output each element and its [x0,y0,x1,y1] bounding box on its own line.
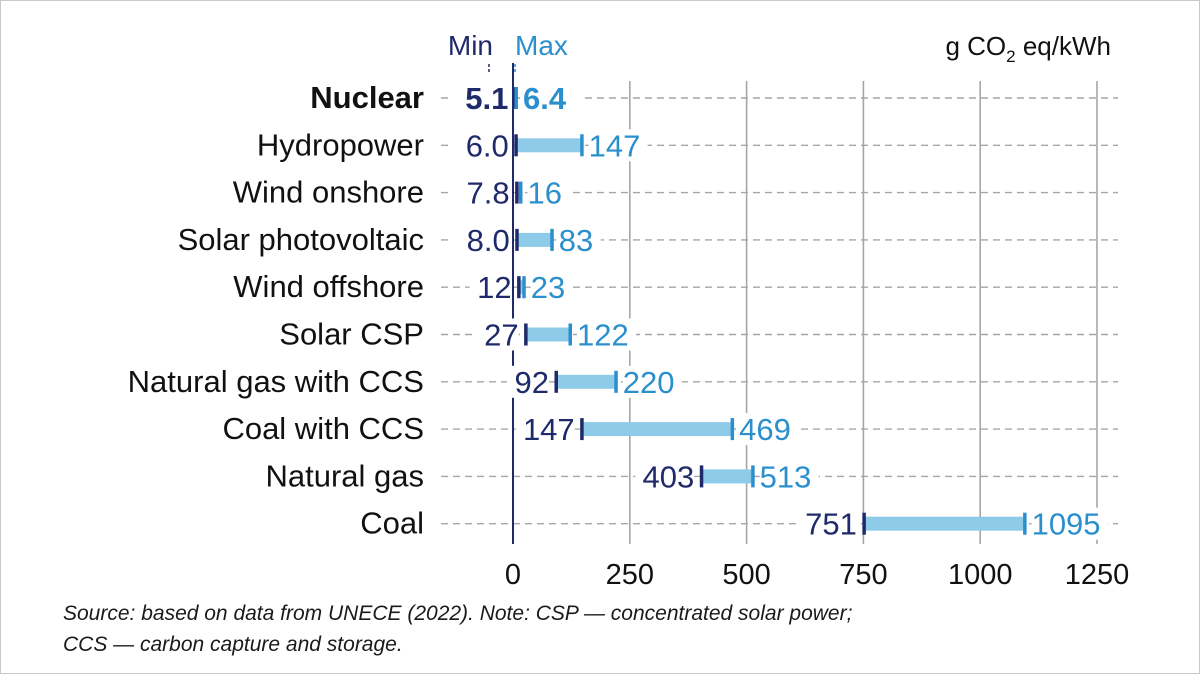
max-label-bg [558,223,601,256]
emissions-range-chart: 0 250 500 750 1000 1250 Nuclear 5.1 6.4 Hydropowe… [128,30,1130,591]
min-value-label: 403 [643,459,695,494]
max-value-label: 220 [623,365,675,400]
min-marker [580,418,584,441]
max-marker [1023,512,1027,535]
min-value-label: 6.0 [466,128,509,163]
max-marker [550,228,554,251]
category-label: Nuclear [310,80,424,115]
min-value-label: 8.0 [467,223,510,258]
category-label: Natural gas with CCS [128,364,424,399]
max-label-bg [759,460,819,493]
x-tick-label: 750 [839,559,887,591]
min-label-bg [635,460,695,493]
max-value-label: 1095 [1032,507,1101,542]
max-label-bg [522,82,582,114]
x-tick-label: 250 [606,559,654,591]
max-marker [522,276,526,299]
max-marker [751,465,755,488]
max-label-bg [527,176,570,209]
category-label: Hydropower [257,127,424,162]
labels-layer: 0 250 500 750 1000 1250 Nuclear 5.1 6.4 Hydropowe… [128,80,1130,591]
category-label: Coal [360,506,424,541]
min-marker [524,323,528,346]
category-label: Coal with CCS [222,411,424,446]
max-label-bg [576,318,636,351]
range-bar [701,469,753,484]
min-label-bg [449,129,509,162]
x-tick-label: 1000 [948,559,1013,591]
range-bar [516,232,552,247]
x-tick-label: 500 [722,559,770,591]
max-label-bg [530,271,573,304]
category-label: Wind onshore [233,175,424,210]
header-layer: Min Max g CO2 eq/kWh [448,30,1111,73]
min-label-bg [469,271,512,304]
max-label-bg [739,413,799,446]
min-label-bg [797,507,857,540]
source-note-line-1: Source: based on data from UNECE (2022).… [63,602,853,625]
min-label-bg [450,223,510,256]
range-bar [863,516,1025,531]
min-value-label: 751 [805,507,857,542]
source-note-line-2: CCS — carbon capture and storage. [63,633,403,656]
min-marker [517,276,521,299]
category-label: Solar CSP [279,317,424,352]
max-value-label: 122 [577,318,629,353]
min-value-label: 12 [477,270,511,305]
min-value-label: 147 [523,412,575,447]
range-bar [555,374,616,389]
min-marker [554,370,558,393]
max-marker [614,370,618,393]
max-value-label: 513 [760,459,812,494]
min-marker [699,465,704,488]
unit-label: g CO2 eq/kWh [945,31,1111,66]
category-label: Wind offshore [233,269,424,304]
min-label-bg [515,413,575,446]
min-value-label: 92 [514,365,548,400]
min-marker [862,512,866,535]
max-marker [730,418,735,441]
min-label-bg [476,318,519,351]
max-header-label: Max [515,30,568,61]
x-tick-label: 1250 [1065,559,1130,591]
min-header-label: Min [448,30,493,61]
max-label-bg [622,365,682,398]
x-tick-label: 0 [505,559,521,591]
max-marker [518,181,523,204]
max-value-label: 6.4 [523,81,567,116]
max-label-bg [588,129,648,162]
min-value-label: 5.1 [465,81,508,116]
max-value-label: 83 [559,223,593,258]
min-marker [515,228,519,251]
min-label-bg [449,82,509,114]
range-bar [525,327,570,342]
max-marker [568,323,572,346]
max-marker [580,134,584,157]
min-label-bg [506,365,549,398]
max-value-label: 23 [531,270,565,305]
category-label: Solar photovoltaic [178,222,424,257]
range-bar [581,422,733,437]
range-bar [518,280,524,295]
range-bar [515,138,582,153]
min-label-bg [450,176,510,209]
max-marker [514,87,518,109]
max-value-label: 469 [739,412,791,447]
min-value-label: 27 [484,318,518,353]
category-label: Natural gas [265,458,424,493]
max-value-label: 147 [589,128,641,163]
bars-layer [513,87,1027,535]
min-marker [514,134,518,157]
min-value-label: 7.8 [467,176,510,211]
max-label-bg [1031,507,1108,540]
min-marker [515,181,519,204]
max-value-label: 16 [527,176,561,211]
